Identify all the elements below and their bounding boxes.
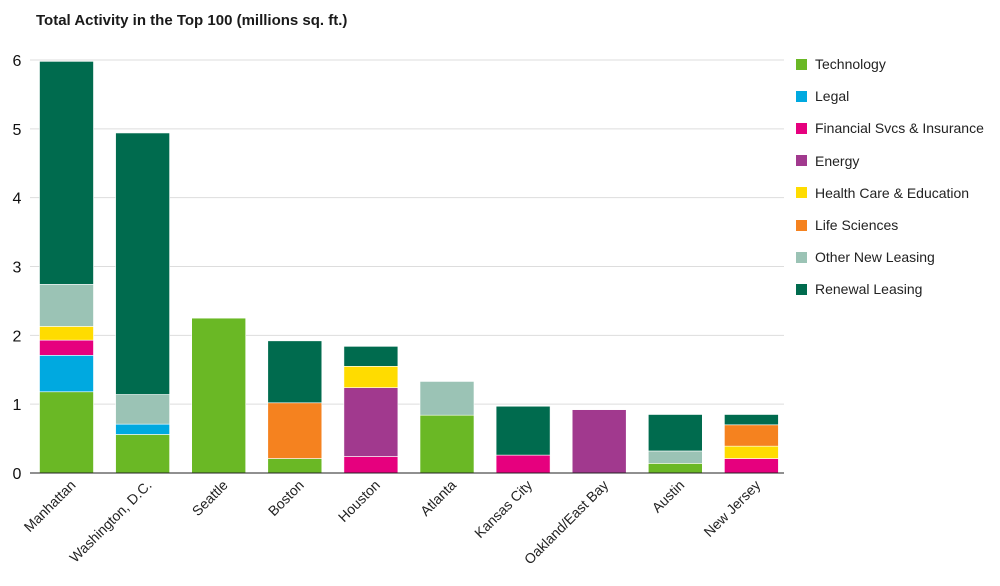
bar-segment xyxy=(39,326,94,341)
legend-swatch xyxy=(796,90,807,102)
bar-segment xyxy=(343,387,399,457)
y-axis-ticks: 0 1 2 3 4 5 6 xyxy=(13,53,22,483)
y-tick-label: 1 xyxy=(13,397,22,414)
x-tick-label: Boston xyxy=(265,477,307,519)
bar-segment xyxy=(343,366,399,388)
legend-item: Financial Svcs & Insurance xyxy=(796,120,984,136)
x-tick-label: Kansas City xyxy=(471,477,535,541)
bar-segment xyxy=(419,381,475,416)
x-tick-label: Houston xyxy=(335,477,383,525)
legend-label: Health Care & Education xyxy=(815,184,970,201)
legend-item: Renewal Leasing xyxy=(796,281,922,297)
legend-item: Other New Leasing xyxy=(796,249,935,265)
bar-segment xyxy=(115,132,170,395)
bar-segment xyxy=(115,423,170,435)
bar-segment xyxy=(571,409,627,474)
bar-segment xyxy=(343,456,399,474)
bar-segment xyxy=(495,454,551,474)
x-tick-label: Seattle xyxy=(189,477,231,519)
bar-segment xyxy=(724,458,779,474)
x-tick-label: Manhattan xyxy=(21,477,79,535)
bar-segment xyxy=(267,458,323,474)
bar-segment xyxy=(267,402,323,459)
bar-segment xyxy=(39,354,94,393)
legend-label: Life Sciences xyxy=(815,217,899,233)
bar-segment xyxy=(724,414,779,426)
x-tick-label: Washington, D.C. xyxy=(66,477,155,566)
x-tick-label: New Jersey xyxy=(700,477,763,540)
bar-segment xyxy=(191,317,246,474)
legend-item: Life Sciences xyxy=(796,217,898,233)
y-tick-label: 5 xyxy=(13,122,22,139)
y-tick-label: 6 xyxy=(13,53,22,70)
legend-swatch xyxy=(796,283,807,295)
legend-label: Legal xyxy=(815,88,850,105)
y-tick-label: 3 xyxy=(13,260,22,277)
legend-swatch xyxy=(796,251,807,263)
bar-segment xyxy=(647,414,703,452)
bar-segment xyxy=(39,284,94,327)
legend-item: Energy xyxy=(796,153,859,169)
legend-label: Other New Leasing xyxy=(815,249,935,266)
bar-segment xyxy=(724,445,779,459)
legend-label: Financial Svcs & Insurance xyxy=(815,120,984,137)
chart-title: Total Activity in the Top 100 (millions … xyxy=(36,12,348,29)
bar-segment xyxy=(419,414,475,474)
legend-swatch xyxy=(796,187,807,199)
bar-segment xyxy=(267,340,323,404)
bar-segment xyxy=(647,463,703,474)
bars xyxy=(39,61,779,474)
x-tick-label: Atlanta xyxy=(417,477,459,519)
legend-item: Health Care & Education xyxy=(796,185,969,201)
bar-segment xyxy=(343,346,399,367)
bar-segment xyxy=(115,394,170,425)
x-tick-label: Oakland/East Bay xyxy=(521,477,612,568)
y-tick-label: 2 xyxy=(13,328,22,345)
gridlines xyxy=(30,59,784,405)
y-tick-label: 4 xyxy=(13,191,22,208)
bar-segment xyxy=(39,339,94,356)
legend-swatch xyxy=(796,219,807,231)
y-tick-label: 0 xyxy=(13,466,22,483)
legend-label: Technology xyxy=(815,56,886,72)
bar-segment xyxy=(724,424,779,447)
bar-segment xyxy=(39,391,94,474)
legend-swatch xyxy=(796,122,807,134)
legend-item: Technology xyxy=(796,56,886,72)
bar-segment xyxy=(39,61,94,285)
legend-swatch xyxy=(796,58,807,70)
legend-label: Energy xyxy=(815,152,860,169)
legend-swatch xyxy=(796,155,807,167)
x-tick-label: Austin xyxy=(649,477,688,516)
bar-segment xyxy=(115,434,170,474)
legend-label: Renewal Leasing xyxy=(815,281,923,298)
legend-item: Legal xyxy=(796,88,849,104)
bar-segment xyxy=(495,405,551,456)
bar-segment xyxy=(647,450,703,464)
